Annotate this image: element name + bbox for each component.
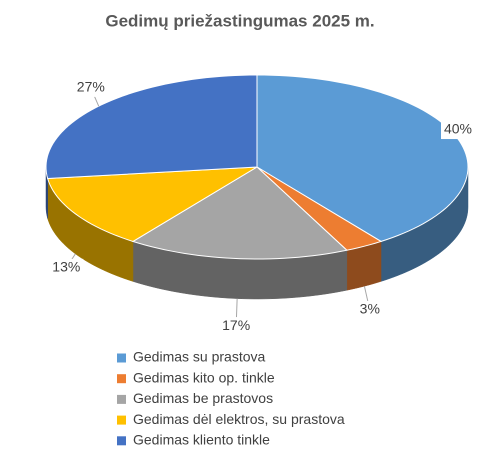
chart-title: Gedimų priežastingumas 2025 m. — [105, 11, 374, 30]
legend-swatch — [117, 353, 126, 363]
data-label: 3% — [360, 301, 380, 317]
label-bg — [49, 258, 84, 277]
data-label: 13% — [52, 259, 80, 275]
legend-swatch — [117, 436, 126, 446]
label-bg — [73, 78, 108, 97]
legend-label: Gedimas kliento tinkle — [133, 432, 270, 448]
legend-label: Gedimas kito op. tinkle — [133, 369, 275, 385]
legend-swatch — [117, 374, 126, 384]
data-label: 27% — [77, 79, 105, 95]
slice — [131, 166, 348, 260]
label-bg — [441, 121, 475, 140]
legend-swatch — [117, 394, 126, 404]
label-bg — [352, 300, 387, 319]
slice — [45, 74, 258, 180]
legend-label: Gedimas be prastovos — [133, 390, 273, 406]
slice — [256, 166, 383, 251]
data-label: 17% — [222, 317, 250, 333]
data-label: 40% — [444, 121, 472, 137]
label-bg — [219, 317, 254, 336]
legend-label: Gedimas su prastova — [133, 349, 265, 365]
legend-swatch — [117, 415, 126, 425]
slice — [46, 166, 258, 242]
legend-label: Gedimas dėl elektros, su prastova — [133, 411, 345, 427]
